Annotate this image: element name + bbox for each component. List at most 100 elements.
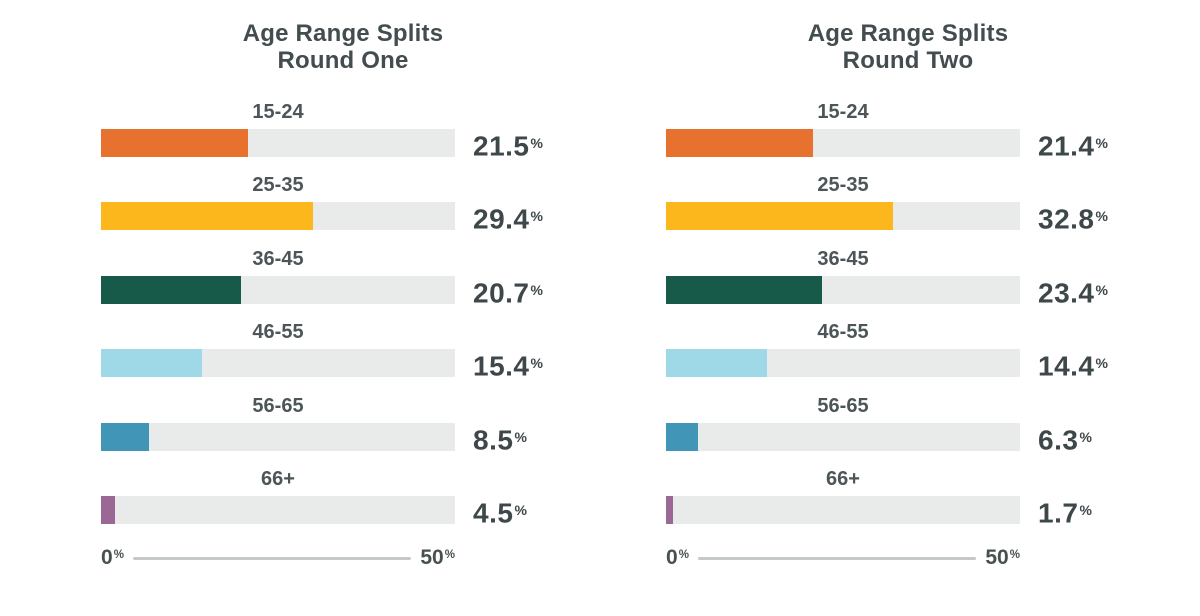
- axis-min-unit: %: [678, 549, 689, 562]
- bar-category-label: 66+: [826, 467, 860, 490]
- bar-value-unit: %: [530, 281, 544, 298]
- bar-value-unit: %: [1079, 428, 1093, 445]
- bar-row: 15-24 21.5%: [101, 101, 585, 174]
- bar-category-label: 15-24: [817, 101, 869, 123]
- bar-row: 25-35 29.4%: [101, 174, 585, 247]
- axis-max-unit: %: [1009, 549, 1020, 562]
- bar-value-label: 21.5%: [473, 128, 544, 161]
- bar-fill: [101, 422, 149, 451]
- x-axis: 0% 50%: [666, 543, 1020, 573]
- bar-value-unit: %: [530, 208, 544, 225]
- bar-value-unit: %: [530, 355, 544, 372]
- bar-category-label: 25-35: [817, 174, 869, 197]
- bar-value-number: 21.4: [1038, 130, 1095, 162]
- bar-category-label: 36-45: [817, 247, 869, 270]
- bar-rows: 15-24 21.5% 25-35 29.4% 36-45 20.7% 46-5…: [101, 101, 585, 541]
- bar-value-number: 14.4: [1038, 350, 1095, 382]
- bar-category-label: 66+: [261, 467, 295, 490]
- axis-min-number: 0: [101, 546, 113, 569]
- axis-max-label: 50%: [985, 546, 1020, 570]
- chart-round-two: Age Range Splits Round Two 15-24 21.4% 25…: [666, 0, 1150, 616]
- bar-fill: [666, 275, 822, 304]
- bar-track: [101, 129, 455, 157]
- axis-max-number: 50: [985, 546, 1009, 569]
- bar-track: [101, 422, 455, 451]
- bar-value-number: 6.3: [1038, 424, 1079, 456]
- bar-track: [101, 275, 455, 304]
- chart-title-line2: Round Two: [842, 47, 974, 74]
- chart-title-line2: Round One: [277, 47, 409, 74]
- bar-track: [666, 202, 1020, 231]
- bar-fill: [101, 275, 241, 304]
- bar-fill: [666, 422, 698, 451]
- bar-value-label: 32.8%: [1038, 201, 1109, 235]
- chart-title: Age Range Splits Round Two: [666, 20, 1150, 74]
- bar-value-number: 32.8: [1038, 204, 1095, 236]
- bar-row: 56-65 8.5%: [101, 395, 585, 468]
- bar-value-unit: %: [1079, 501, 1093, 518]
- bar-row: 66+ 4.5%: [101, 468, 585, 541]
- bar-row: 15-24 21.4%: [666, 101, 1150, 174]
- bar-fill: [666, 495, 674, 524]
- bar-category-label: 46-55: [817, 321, 869, 344]
- axis-max-label: 50%: [420, 546, 455, 570]
- bar-value-label: 23.4%: [1038, 275, 1109, 309]
- chart-round-one: Age Range Splits Round One 15-24 21.5% 25…: [101, 0, 585, 616]
- bar-category-label: 46-55: [252, 321, 304, 344]
- axis-max-number: 50: [420, 546, 444, 569]
- bar-value-number: 4.5: [473, 497, 514, 529]
- chart-title: Age Range Splits Round One: [101, 20, 585, 74]
- axis-line: [132, 556, 412, 560]
- bar-fill: [101, 349, 202, 378]
- bar-value-unit: %: [514, 428, 528, 445]
- bar-track: [101, 349, 455, 378]
- bar-value-unit: %: [514, 501, 528, 518]
- bar-row: 56-65 6.3%: [666, 395, 1150, 468]
- bar-row: 66+ 1.7%: [666, 468, 1150, 541]
- bar-track: [666, 422, 1020, 451]
- bar-value-label: 4.5%: [473, 495, 528, 528]
- bar-value-number: 15.4: [473, 350, 530, 382]
- bar-value-label: 21.4%: [1038, 128, 1109, 161]
- bar-fill: [666, 129, 813, 157]
- bar-value-label: 20.7%: [473, 275, 544, 309]
- bar-value-label: 29.4%: [473, 201, 544, 235]
- bar-track: [666, 275, 1020, 304]
- axis-min-unit: %: [113, 549, 124, 562]
- axis-line: [697, 556, 977, 560]
- bar-value-label: 8.5%: [473, 422, 528, 455]
- bar-fill: [101, 495, 116, 524]
- chart-title-line1: Age Range Splits: [242, 20, 444, 47]
- bar-row: 36-45 20.7%: [101, 248, 585, 321]
- bar-value-unit: %: [1095, 355, 1109, 372]
- bar-value-number: 23.4: [1038, 277, 1095, 309]
- axis-min-label: 0%: [666, 546, 689, 570]
- bar-value-label: 1.7%: [1038, 495, 1093, 528]
- bar-category-label: 36-45: [252, 247, 304, 270]
- bar-row: 36-45 23.4%: [666, 248, 1150, 321]
- bar-value-label: 15.4%: [473, 348, 544, 381]
- bar-track: [666, 495, 1020, 524]
- bar-track: [101, 202, 455, 231]
- bar-value-unit: %: [1095, 208, 1109, 225]
- bar-value-unit: %: [530, 135, 544, 151]
- bar-value-number: 29.4: [473, 204, 530, 236]
- bar-track: [101, 495, 455, 524]
- bar-rows: 15-24 21.4% 25-35 32.8% 36-45 23.4% 46-5…: [666, 101, 1150, 541]
- bar-value-number: 1.7: [1038, 497, 1079, 529]
- bar-category-label: 56-65: [252, 394, 304, 417]
- axis-min-label: 0%: [101, 546, 124, 570]
- bar-row: 46-55 14.4%: [666, 321, 1150, 394]
- chart-title-line1: Age Range Splits: [807, 20, 1009, 47]
- bar-row: 46-55 15.4%: [101, 321, 585, 394]
- bar-value-number: 20.7: [473, 277, 530, 309]
- bar-fill: [101, 202, 314, 231]
- bar-value-unit: %: [1095, 281, 1109, 298]
- bar-value-number: 21.5: [473, 130, 530, 162]
- bar-value-label: 6.3%: [1038, 422, 1093, 456]
- bar-fill: [101, 129, 248, 157]
- bar-value-unit: %: [1095, 135, 1109, 151]
- bar-category-label: 56-65: [817, 394, 869, 417]
- x-axis: 0% 50%: [101, 543, 455, 573]
- axis-min-number: 0: [666, 546, 678, 569]
